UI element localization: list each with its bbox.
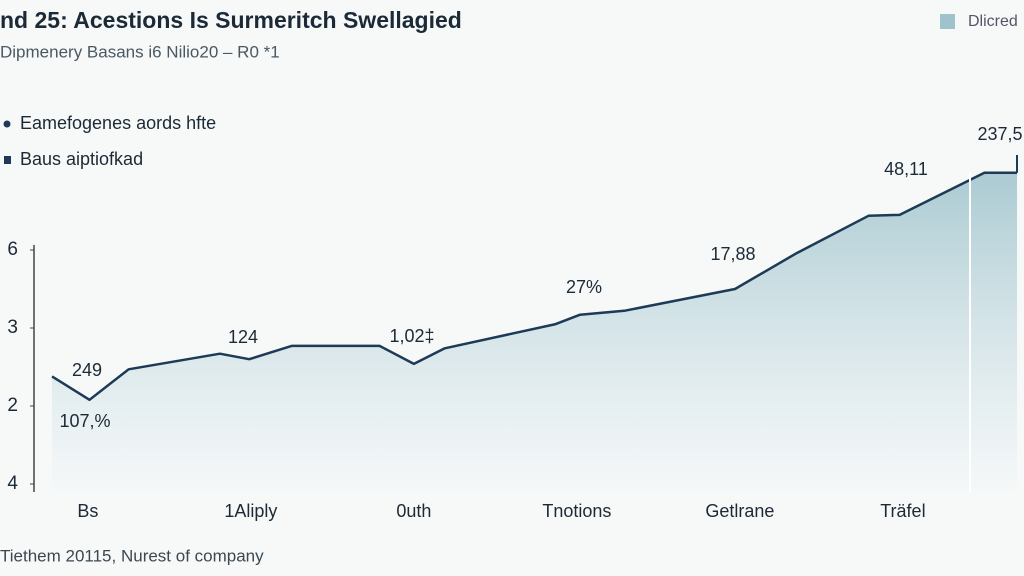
y-tick-label: 4 — [7, 473, 18, 494]
legend-label: Dlicred — [968, 13, 1018, 30]
y-tick-label: 2 — [7, 395, 18, 416]
x-tick-label: Träfel — [880, 501, 925, 521]
x-tick-label: 1Aliply — [224, 501, 277, 521]
chart-title: nd 25: Acestions Is Surmeritch Swellagie… — [0, 7, 462, 33]
annotation: 124 — [228, 327, 258, 347]
annotation: 27% — [566, 277, 602, 297]
y-tick-label: 3 — [7, 317, 18, 338]
x-tick-label: Getlrane — [705, 501, 774, 521]
legend-label: Eamefogenes aords hfte — [20, 113, 216, 133]
y-tick-label: 6 — [7, 239, 18, 260]
annotation: 249 — [72, 360, 102, 380]
legend-marker — [4, 156, 11, 164]
legend-marker — [940, 14, 955, 29]
annotation: 48,11 — [884, 159, 928, 179]
annotation: 1,02‡ — [389, 326, 434, 346]
annotation: 107,% — [59, 411, 110, 431]
annotation: 237,5 — [977, 124, 1022, 144]
annotation: 17,88 — [710, 244, 755, 264]
line — [51, 171, 1017, 402]
legend-label: Baus aiptiofkad — [20, 149, 143, 169]
chart-subtitle: Dipmenery Basans i6 Nilio20 – R0 *1 — [0, 42, 280, 61]
x-tick-label: 0uth — [396, 501, 431, 521]
x-tick-label: Tnotions — [542, 501, 611, 521]
area — [52, 172, 1017, 493]
x-tick-label: Bs — [77, 501, 98, 521]
legend-marker — [3, 120, 11, 128]
chart-footer: Tiethem 20115, Nurest of company — [0, 546, 264, 565]
